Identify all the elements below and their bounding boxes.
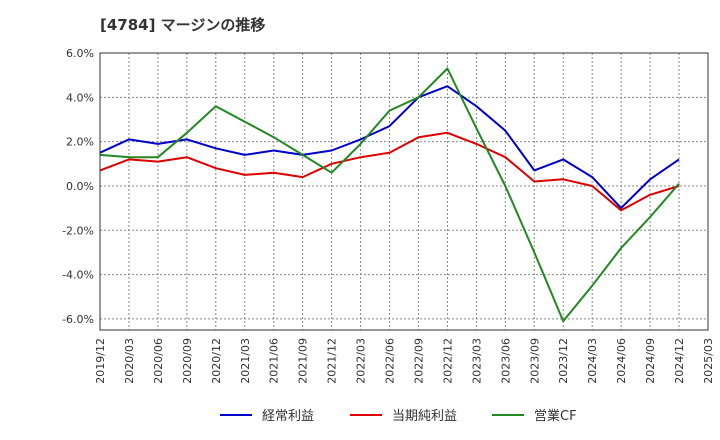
x-tick-label: 2024/12 <box>673 338 686 384</box>
x-tick-label: 2024/09 <box>644 338 657 384</box>
x-tick-label: 2021/03 <box>239 338 252 384</box>
series-lines <box>99 67 680 323</box>
x-tick-label: 2022/09 <box>412 338 425 384</box>
legend-label: 営業CF <box>534 408 577 424</box>
x-tick-label: 2023/09 <box>528 338 541 384</box>
y-tick-label: 0.0% <box>66 180 94 193</box>
grid-lines <box>99 52 709 330</box>
y-tick-label: 6.0% <box>66 47 94 60</box>
x-tick-label: 2020/06 <box>152 338 165 384</box>
x-tick-label: 2022/12 <box>441 338 454 384</box>
x-tick-label: 2021/06 <box>268 338 281 384</box>
chart-title: [4784] マージンの推移 <box>100 16 266 34</box>
x-tick-label: 2020/12 <box>210 338 223 384</box>
x-tick-label: 2023/03 <box>470 338 483 384</box>
y-tick-label: -6.0% <box>62 313 94 326</box>
x-tick-label: 2020/09 <box>181 338 194 384</box>
y-tick-label: 4.0% <box>66 91 94 104</box>
x-tick-label: 2025/03 <box>702 338 715 384</box>
series-line <box>99 131 680 212</box>
x-tick-labels: 2019/12 2020/03 2020/06 2020/09 2020/12 2021/… <box>94 338 715 384</box>
legend-label: 当期純利益 <box>392 409 457 424</box>
series-line <box>99 85 680 210</box>
y-tick-label: -2.0% <box>62 224 94 237</box>
y-tick-label: 2.0% <box>66 136 94 149</box>
x-tick-label: 2019/12 <box>94 338 107 384</box>
legend: 経常利益 当期純利益 営業CF <box>220 408 577 424</box>
x-tick-label: 2023/12 <box>557 338 570 384</box>
y-tick-label: -4.0% <box>62 269 94 282</box>
y-tick-labels: 6.0% 4.0% 2.0% 0.0% -2.0% -4.0% -6.0% <box>62 47 94 326</box>
plot-frame <box>99 52 709 331</box>
series-line <box>99 67 680 323</box>
x-tick-label: 2021/09 <box>297 338 310 384</box>
x-tick-label: 2022/03 <box>355 338 368 384</box>
legend-label: 経常利益 <box>262 409 314 424</box>
x-tick-label: 2020/03 <box>123 338 136 384</box>
x-tick-label: 2023/06 <box>499 338 512 384</box>
x-tick-label: 2021/12 <box>326 338 339 384</box>
x-tick-label: 2024/03 <box>586 338 599 384</box>
x-tick-label: 2022/06 <box>384 338 397 384</box>
x-tick-label: 2024/06 <box>615 338 628 384</box>
